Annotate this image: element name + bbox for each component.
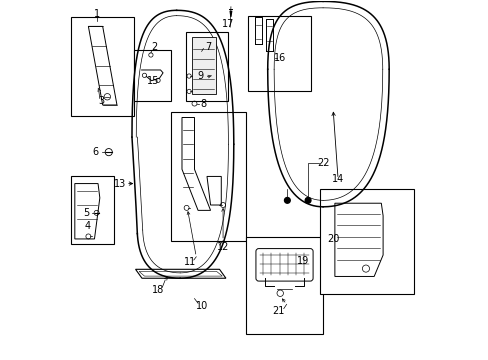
Text: 2: 2 [151,42,157,52]
Bar [185,32,228,102]
Text: 5: 5 [83,208,89,218]
Bar [71,18,134,116]
Text: 12: 12 [217,242,229,252]
Text: 14: 14 [331,174,344,184]
FancyBboxPatch shape [255,249,312,281]
Bar [134,50,171,102]
Text: 21: 21 [272,306,284,316]
Bar [247,16,310,91]
Text: 20: 20 [327,234,339,244]
Bar [171,112,246,241]
Bar [246,237,323,334]
Text: 8: 8 [200,99,206,109]
Text: 7: 7 [204,42,211,52]
Circle shape [305,198,310,203]
Text: 22: 22 [316,158,328,168]
Text: 1: 1 [94,9,100,19]
Text: 18: 18 [151,285,163,295]
Text: 3: 3 [99,96,104,106]
Text: 6: 6 [92,147,98,157]
Bar [71,176,114,244]
Text: 10: 10 [196,301,208,311]
Text: 9: 9 [198,71,203,81]
Text: 16: 16 [274,53,286,63]
Bar [191,37,216,94]
Text: 13: 13 [114,179,126,189]
Text: 19: 19 [297,256,309,266]
Text: 11: 11 [183,257,196,267]
Text: 15: 15 [147,76,159,86]
Text: 17: 17 [222,18,234,28]
Circle shape [284,198,290,203]
Bar [319,189,413,294]
Text: 4: 4 [84,221,90,231]
